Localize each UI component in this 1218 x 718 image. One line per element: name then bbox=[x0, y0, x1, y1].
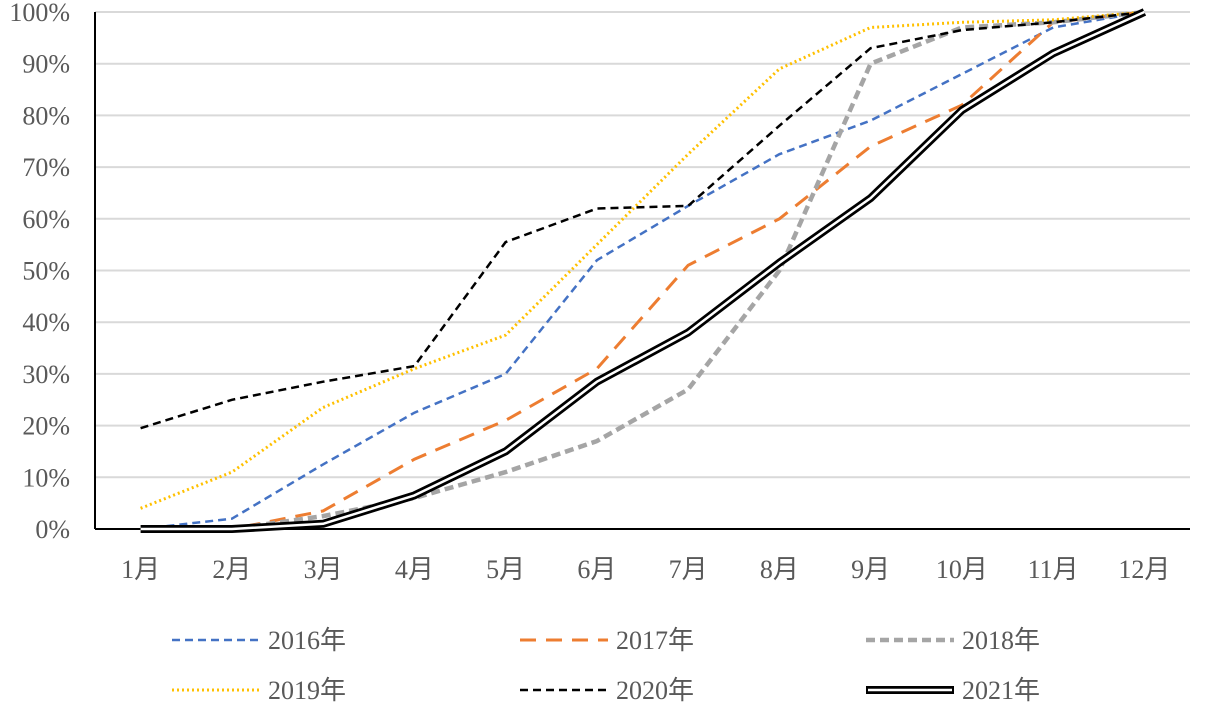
y-tick-label: 60% bbox=[22, 205, 70, 234]
legend-item: 2018年 bbox=[866, 626, 1040, 655]
y-tick-label: 70% bbox=[22, 153, 70, 182]
x-tick-label: 5月 bbox=[486, 555, 525, 584]
x-tick-label: 7月 bbox=[669, 555, 708, 584]
y-tick-label: 20% bbox=[22, 412, 70, 441]
series-line bbox=[140, 9, 1145, 532]
legend-label: 2017年 bbox=[616, 626, 694, 655]
legend-item: 2020年 bbox=[520, 676, 694, 705]
x-tick-label: 6月 bbox=[577, 555, 616, 584]
x-tick-label: 12月 bbox=[1118, 555, 1170, 584]
x-tick-label: 11月 bbox=[1028, 555, 1079, 584]
y-tick-label: 40% bbox=[22, 308, 70, 337]
gridlines bbox=[95, 11, 1190, 479]
series-line bbox=[140, 10, 1145, 430]
y-tick-label: 90% bbox=[22, 50, 70, 79]
legend-label: 2021年 bbox=[962, 676, 1040, 705]
y-tick-labels: 0% 10% 20% 30% 40% 50% 60% 70% 80% 90% 100% bbox=[9, 0, 70, 544]
legend-label: 2020年 bbox=[616, 676, 694, 705]
y-tick-label: 80% bbox=[22, 101, 70, 130]
series-5 bbox=[140, 8, 1147, 533]
legend: 2016年 2017年 2018年 2019年 2020年 2021年 bbox=[172, 626, 1040, 705]
legend-item: 2016年 bbox=[172, 626, 346, 655]
series-4 bbox=[140, 10, 1145, 430]
legend-item: 2019年 bbox=[172, 676, 346, 705]
x-tick-labels: 1月 2月 3月 4月 5月 6月 7月 8月 9月 10月 11月 12月 bbox=[121, 555, 1170, 584]
y-tick-label: 100% bbox=[9, 0, 70, 27]
series-line bbox=[140, 10, 1145, 531]
x-tick-label: 8月 bbox=[760, 555, 799, 584]
x-tick-label: 1月 bbox=[121, 555, 160, 584]
x-tick-label: 2月 bbox=[212, 555, 251, 584]
legend-item: 2021年 bbox=[866, 676, 1040, 705]
legend-label: 2018年 bbox=[962, 626, 1040, 655]
legend-item: 2017年 bbox=[520, 626, 694, 655]
x-tick-label: 3月 bbox=[304, 555, 343, 584]
y-tick-label: 50% bbox=[22, 257, 70, 286]
y-tick-label: 10% bbox=[22, 463, 70, 492]
y-tick-label: 30% bbox=[22, 360, 70, 389]
series-line bbox=[140, 10, 1145, 510]
x-tick-label: 4月 bbox=[395, 555, 434, 584]
y-tick-label: 0% bbox=[35, 515, 70, 544]
legend-label: 2019年 bbox=[268, 676, 346, 705]
legend-label: 2016年 bbox=[268, 626, 346, 655]
x-tick-label: 9月 bbox=[851, 555, 890, 584]
series-line-inner bbox=[140, 10, 1145, 531]
series-line bbox=[140, 10, 1145, 531]
x-tick-label: 10月 bbox=[936, 555, 988, 584]
series-lines bbox=[140, 8, 1147, 533]
